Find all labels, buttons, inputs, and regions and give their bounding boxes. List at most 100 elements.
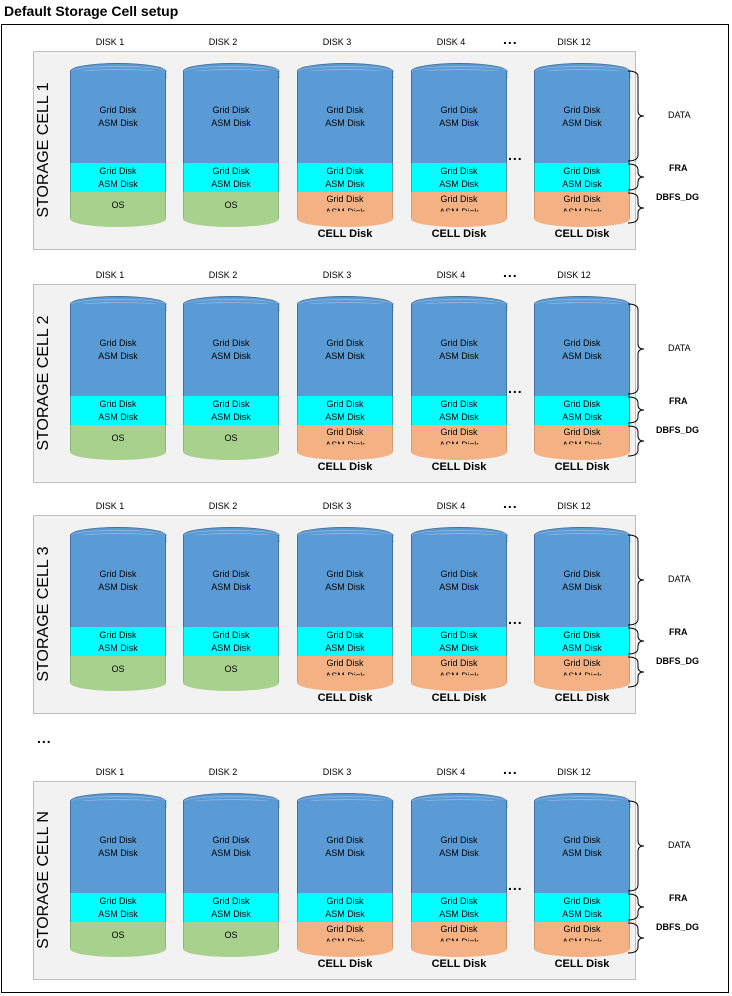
grid-disk-label: Grid Disk <box>440 835 478 845</box>
grid-disk-label: Grid Disk <box>326 923 364 934</box>
grid-disk-label: Grid Disk <box>99 398 137 409</box>
grid-disk-label: Grid Disk <box>326 569 364 579</box>
grid-disk-label: Grid Disk <box>212 895 250 906</box>
grid-disk-label: Grid Disk <box>212 398 250 409</box>
cylinder-bottom-cap <box>534 211 630 227</box>
disk-cylinder: Grid Disk ASM Disk Grid Disk ASM Disk OS <box>183 63 280 227</box>
fra-segment: Grid Disk ASM Disk <box>534 893 630 922</box>
cylinder-bottom-cap <box>297 444 393 460</box>
cell-disk-label: CELL Disk <box>317 692 373 704</box>
cylinder-bottom-cap <box>183 675 279 691</box>
grid-disk-label: Grid Disk <box>212 569 250 579</box>
data-segment: Grid Disk ASM Disk <box>183 535 279 627</box>
data-segment: Grid Disk ASM Disk <box>297 801 393 893</box>
fra-brace <box>627 163 645 191</box>
grid-disk-label: Grid Disk <box>326 338 364 348</box>
grid-disk-label: Grid Disk <box>563 629 601 640</box>
data-segment: Grid Disk ASM Disk <box>534 801 630 893</box>
cylinder-bottom-cap <box>297 211 393 227</box>
grid-disk-label: Grid Disk <box>212 338 250 348</box>
fra-segment: Grid Disk ASM Disk <box>70 163 166 192</box>
asm-disk-label: ASM Disk <box>325 118 365 128</box>
disk-label: DISK 2 <box>208 767 238 777</box>
disk-cylinder: Grid Disk ASM Disk Grid Disk ASM Disk OS <box>70 63 167 227</box>
asm-disk-label: ASM Disk <box>562 642 602 653</box>
disk-label: DISK 3 <box>322 37 352 47</box>
legend-data: DATA <box>668 110 691 120</box>
fra-brace <box>627 396 645 424</box>
asm-disk-label: ASM Disk <box>562 118 602 128</box>
grid-disk-label: Grid Disk <box>212 165 250 176</box>
asm-disk-label: ASM Disk <box>211 642 251 653</box>
legend-dbfs: DBFS_DG <box>656 922 700 932</box>
grid-disk-label: Grid Disk <box>440 426 478 437</box>
disk-cylinder: Grid Disk ASM Disk Grid Disk ASM Disk Grid D… <box>534 793 631 957</box>
fra-segment: Grid Disk ASM Disk <box>70 893 166 922</box>
asm-disk-label: ASM Disk <box>439 351 479 361</box>
asm-disk-label: ASM Disk <box>211 118 251 128</box>
asm-disk-label: ASM Disk <box>325 351 365 361</box>
legend-braces <box>627 800 645 954</box>
grid-disk-label: Grid Disk <box>326 629 364 640</box>
data-segment: Grid Disk ASM Disk <box>183 801 279 893</box>
grid-disk-label: Grid Disk <box>99 569 137 579</box>
grid-disk-label: Grid Disk <box>563 835 601 845</box>
fra-segment: Grid Disk ASM Disk <box>534 396 630 425</box>
grid-disk-label: Grid Disk <box>99 835 137 845</box>
grid-disk-label: Grid Disk <box>563 338 601 348</box>
os-label: OS <box>111 930 125 940</box>
grid-disk-label: Grid Disk <box>563 657 601 668</box>
grid-disk-label: Grid Disk <box>440 105 478 115</box>
os-label: OS <box>224 664 238 674</box>
dbfs-brace <box>627 425 645 457</box>
disk-cylinder: Grid Disk ASM Disk Grid Disk ASM Disk Grid D… <box>534 527 631 691</box>
disk-cylinder: Grid Disk ASM Disk Grid Disk ASM Disk Grid D… <box>411 793 508 957</box>
data-brace <box>627 800 645 892</box>
disk-label: DISK 12 <box>557 270 591 280</box>
legend-fra: FRA <box>669 893 688 903</box>
disk-label: DISK 3 <box>322 501 352 511</box>
cell-disk-label: CELL Disk <box>554 958 610 970</box>
asm-disk-label: ASM Disk <box>562 908 602 919</box>
asm-disk-label: ASM Disk <box>211 848 251 858</box>
grid-disk-label: Grid Disk <box>326 657 364 668</box>
asm-disk-label: ASM Disk <box>325 178 365 189</box>
os-label: OS <box>111 433 125 443</box>
cell-disk-label: CELL Disk <box>431 228 487 240</box>
legend-data: DATA <box>668 840 691 850</box>
grid-disk-label: Grid Disk <box>563 398 601 409</box>
asm-disk-label: ASM Disk <box>98 178 138 189</box>
fra-segment: Grid Disk ASM Disk <box>411 163 507 192</box>
asm-disk-label: ASM Disk <box>562 582 602 592</box>
grid-disk-label: Grid Disk <box>99 338 137 348</box>
grid-disk-label: Grid Disk <box>440 629 478 640</box>
asm-disk-label: ASM Disk <box>98 118 138 128</box>
fra-brace <box>627 893 645 921</box>
cylinder-bottom-cap <box>534 941 630 957</box>
asm-disk-label: ASM Disk <box>439 118 479 128</box>
storage-cell-label: STORAGE CELL N <box>35 811 52 949</box>
cell-disk-label: CELL Disk <box>317 461 373 473</box>
cell-disk-label: CELL Disk <box>554 461 610 473</box>
fra-brace <box>627 627 645 655</box>
disk-ellipsis-top: ... <box>503 31 518 47</box>
asm-disk-label: ASM Disk <box>439 908 479 919</box>
asm-disk-label: ASM Disk <box>325 582 365 592</box>
asm-disk-label: ASM Disk <box>325 411 365 422</box>
data-segment: Grid Disk ASM Disk <box>411 71 507 163</box>
data-segment: Grid Disk ASM Disk <box>70 304 166 396</box>
cylinder-bottom-cap <box>70 675 166 691</box>
asm-disk-label: ASM Disk <box>439 848 479 858</box>
grid-disk-label: Grid Disk <box>212 105 250 115</box>
grid-disk-label: Grid Disk <box>99 165 137 176</box>
legend-braces <box>627 70 645 224</box>
asm-disk-label: ASM Disk <box>439 178 479 189</box>
disk-cylinder: Grid Disk ASM Disk Grid Disk ASM Disk OS <box>183 793 280 957</box>
cylinder-bottom-cap <box>183 941 279 957</box>
data-brace <box>627 534 645 626</box>
data-segment: Grid Disk ASM Disk <box>411 304 507 396</box>
storage-cell-label: STORAGE CELL 3 <box>35 546 52 682</box>
disk-cylinder: Grid Disk ASM Disk Grid Disk ASM Disk Grid D… <box>411 527 508 691</box>
data-segment: Grid Disk ASM Disk <box>411 801 507 893</box>
grid-disk-label: Grid Disk <box>563 895 601 906</box>
